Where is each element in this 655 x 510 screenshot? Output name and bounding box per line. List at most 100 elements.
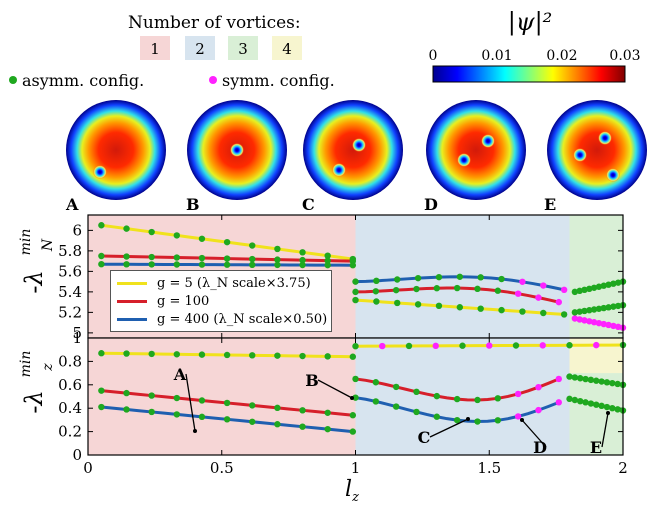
data-point [582,375,589,383]
data-point [555,399,562,406]
vortex-core [606,168,620,182]
data-point [576,287,583,295]
colorbar-label: |ψ|² [508,8,553,37]
data-point [486,342,493,349]
data-point [610,280,617,287]
data-point [571,315,579,322]
data-point [474,418,481,425]
data-point [581,286,588,294]
panel-A: A [65,100,166,214]
y-tick-label: 0.4 [58,399,82,417]
data-point [223,238,231,246]
data-point [413,408,420,416]
data-point [299,256,306,264]
data-point [148,228,155,236]
legend-label: g = 5 (λ_N scale×3.75) [157,275,311,291]
vortex-core [598,131,612,145]
legend-label: g = 400 (λ_N scale×0.50) [157,311,328,327]
data-point [576,316,583,323]
vortex-count-label-4: 4 [282,40,292,58]
data-point [392,403,400,410]
data-point [456,273,464,280]
ylabel-bottom-sup: min [18,351,34,378]
data-point [514,390,522,398]
data-point [581,307,588,315]
data-point [123,253,130,260]
data-point [414,301,422,308]
data-point [324,257,331,264]
data-point [453,284,461,292]
data-point [593,401,600,408]
vortex-core [481,134,495,148]
data-point [249,255,256,263]
density-disk [426,100,526,200]
data-point [603,403,611,411]
data-point [605,321,612,329]
data-point [148,392,155,399]
data-point [379,342,386,350]
colorbar [432,65,626,83]
data-point [392,383,400,391]
data-point [593,377,600,384]
ylabel-top-sub: N [40,238,56,252]
legend-swatch [117,317,147,321]
data-point [274,404,281,412]
data-point [413,388,420,396]
data-point [571,374,579,381]
data-point [372,398,380,405]
data-point [433,285,441,292]
data-point [614,380,621,388]
y-tick-label: 5.2 [58,303,82,321]
data-point [173,232,181,239]
ylabel-top-sup: min [18,229,34,256]
data-point [198,254,206,262]
plot-lambda-z: 00.20.40.60.810 0.5 1 1.5 2A BCD E [58,329,628,477]
data-point [566,373,573,380]
annotation-label: C [418,428,431,447]
data-point [598,402,605,410]
data-point [571,396,579,404]
data-point [514,413,522,420]
data-point [477,305,484,312]
data-point [435,302,443,310]
vortex-count-label-1: 1 [150,40,160,58]
data-point [614,406,621,413]
data-point [539,342,546,349]
vortex-core [457,153,471,167]
data-point [614,323,622,331]
data-point [198,413,206,421]
panel-letter: B [186,195,200,214]
data-point [566,395,573,403]
annotation-arrowhead [350,396,354,400]
density-disk [66,100,166,200]
legend-swatch [117,299,147,303]
data-point [372,288,380,295]
data-point [540,282,547,289]
ylabel-top: -λ [20,270,48,293]
data-point [494,417,502,424]
data-point [249,261,256,269]
data-point [173,351,181,358]
data-point [474,396,481,404]
data-point [98,222,105,229]
data-point [474,285,481,293]
data-point [148,408,155,416]
xlabel: lz [345,477,359,505]
data-point [498,275,505,283]
data-point [98,252,105,260]
panel-letter: E [544,195,556,214]
ylabel-bottom: -λ [20,390,48,413]
data-point [349,262,357,269]
data-point [299,352,306,360]
data-point [148,261,155,268]
panel-D: D [424,100,526,214]
asymm-marker [9,76,17,84]
data-point [477,274,484,281]
data-point [614,302,622,310]
vortex-legend-title: Number of vortices: [128,13,301,33]
data-point [555,375,562,383]
data-point [512,342,520,349]
data-point [605,281,612,288]
y-tick-label: 0.8 [58,352,82,370]
data-point [587,376,595,384]
